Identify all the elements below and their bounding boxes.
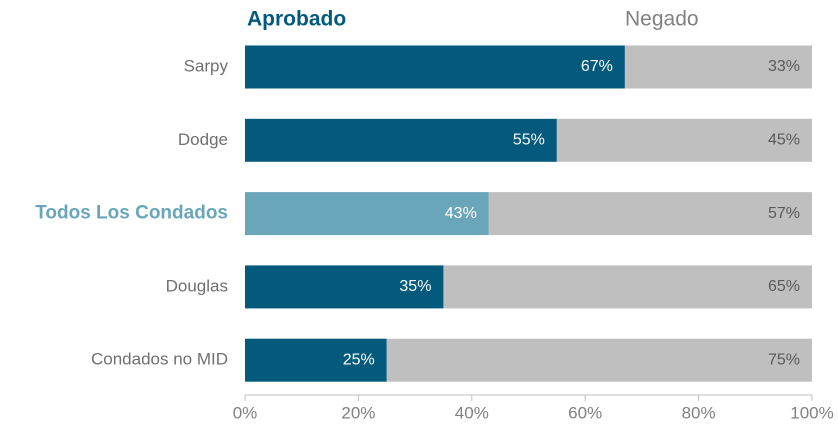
bar-segment xyxy=(245,118,557,162)
value-label: 33% xyxy=(768,58,800,75)
bar-segment xyxy=(245,45,625,89)
x-tick-label: 80% xyxy=(682,403,716,422)
value-label: 55% xyxy=(513,132,545,149)
category-label: Dodge xyxy=(178,130,228,149)
bar-segment xyxy=(488,192,812,236)
value-label: 67% xyxy=(581,58,613,75)
x-tick-label: 0% xyxy=(233,403,258,422)
bar-segment xyxy=(245,192,489,236)
x-tick-label: 100% xyxy=(790,403,833,422)
legend-label: Aprobado xyxy=(247,8,346,31)
bar-segment xyxy=(245,265,444,309)
x-tick-label: 60% xyxy=(568,403,602,422)
value-label: 65% xyxy=(768,278,800,295)
category-label: Todos Los Condados xyxy=(35,203,228,224)
category-label: Condados no MID xyxy=(91,350,228,369)
value-label: 75% xyxy=(768,351,800,368)
category-label: Sarpy xyxy=(184,56,229,75)
legend-label: Negado xyxy=(625,8,699,31)
value-label: 57% xyxy=(768,205,800,222)
bar-segment xyxy=(556,118,812,162)
category-label: Douglas xyxy=(166,276,228,295)
value-label: 35% xyxy=(399,278,431,295)
value-label: 43% xyxy=(445,205,477,222)
bar-segment xyxy=(624,45,812,89)
bar-segment xyxy=(245,338,387,382)
value-label: 45% xyxy=(768,132,800,149)
x-tick-label: 20% xyxy=(341,403,375,422)
value-label: 25% xyxy=(343,351,375,368)
bar-segment xyxy=(443,265,812,309)
x-tick-label: 40% xyxy=(455,403,489,422)
bar-segment xyxy=(386,338,812,382)
